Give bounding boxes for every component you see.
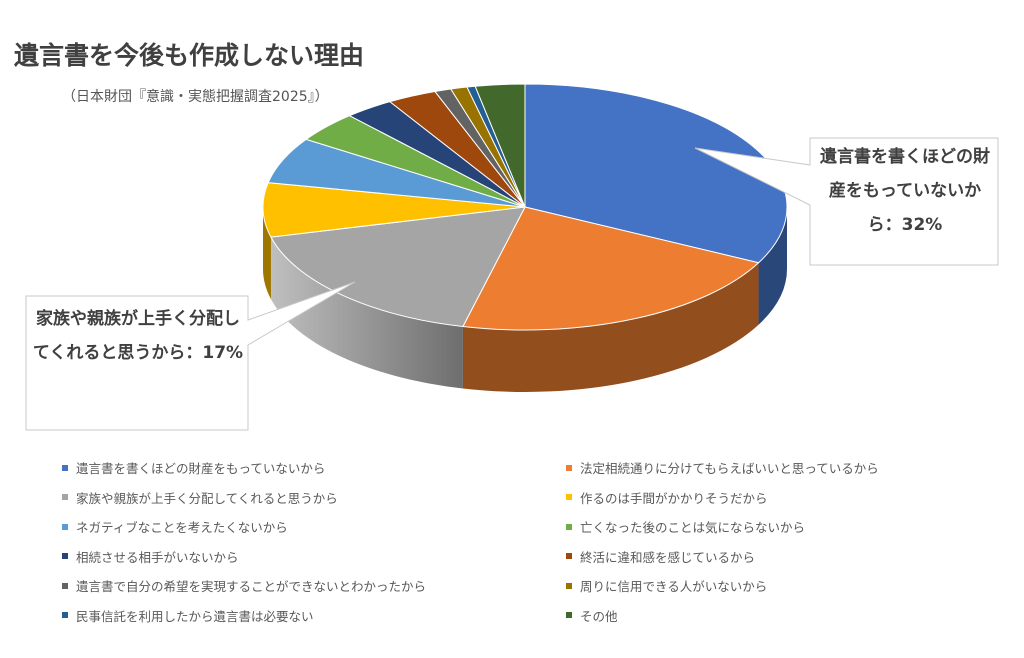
pie-chart [25, 83, 999, 431]
legend-item-10: 周りに信用できる人がいないから [566, 576, 767, 595]
pie-slice-side-3 [270, 237, 463, 389]
pie-slice-2 [462, 206, 760, 331]
legend-swatch-4 [566, 494, 572, 500]
legend-label-1: 遺言書を書くほどの財産をもっていないから [76, 461, 326, 476]
legend-label-3: 家族や親族が上手く分配してくれると思うから [76, 490, 338, 506]
pie-slice-side-2 [462, 262, 759, 392]
legend-label-7: 相続させる相手がいないから [76, 549, 239, 565]
legend-swatch-12 [566, 612, 572, 618]
callout-box-1 [694, 137, 999, 266]
legend-label-9: 遺言書で自分の希望を実現することができないとわかったから [76, 579, 427, 594]
legend-label-12: その他 [580, 608, 618, 624]
legend-item-1: 遺言書を書くほどの財産をもっていないから [62, 458, 325, 477]
legend-item-12: その他 [566, 606, 618, 625]
chart-title: 遺言書を今後も作成しない理由 [14, 41, 365, 70]
pie-slice-12 [474, 83, 526, 208]
legend-item-7: 相続させる相手がいないから [62, 547, 239, 566]
legend-item-9: 遺言書で自分の希望を実現することができないとわかったから [62, 576, 426, 595]
legend-label-8: 終活に違和感を感じているから [580, 549, 756, 565]
legend-swatch-11 [62, 612, 68, 618]
pie-slice-1 [524, 83, 788, 264]
legend-swatch-9 [62, 582, 68, 589]
legend-item-4: 作るのは手間がかかりそうだから [566, 488, 768, 507]
legend-item-2: 法定相続通りに分けてもらえばいいと思っているから [566, 458, 879, 477]
legend-item-8: 終活に違和感を感じているから [566, 547, 755, 566]
legend-item-6: 亡くなった後のことは気にならないから [566, 517, 805, 536]
legend-swatch-3 [62, 494, 68, 500]
pie-slice-3 [270, 206, 526, 328]
legend-swatch-6 [566, 523, 572, 530]
pie-slice-side-4 [263, 207, 271, 300]
legend-label-5: ネガティブなことを考えたくないから [76, 520, 288, 535]
legend-label-10: 周りに信用できる人がいないから [580, 579, 768, 594]
legend-swatch-5 [62, 523, 68, 530]
callout-box-2 [25, 281, 356, 431]
legend-label-4: 作るのは手間がかかりそうだから [580, 490, 768, 506]
legend-swatch-1 [62, 464, 68, 471]
legend-label-11: 民事信託を利用したから遺言書は必要ない [76, 608, 314, 624]
chart-subtitle: （日本財団『意識・実態把握調査2025』） [62, 89, 329, 105]
pie-slice-4 [262, 182, 526, 238]
legend-item-3: 家族や親族が上手く分配してくれると思うから [62, 488, 338, 507]
legend-swatch-7 [62, 553, 68, 559]
legend-swatch-2 [566, 464, 572, 471]
legend-swatch-8 [566, 553, 572, 559]
callout-label-1: 遺言書を書くほどの財産をもっていないから：32% [820, 147, 990, 235]
callout-label-2: 家族や親族が上手く分配してくれると思うから：17% [32, 309, 244, 363]
legend-swatch-10 [566, 582, 572, 589]
legend-item-5: ネガティブなことを考えたくないから [62, 517, 288, 536]
legend-item-11: 民事信託を利用したから遺言書は必要ない [62, 606, 314, 625]
legend-label-2: 法定相続通りに分けてもらえばいいと思っているから [580, 461, 879, 476]
legend-label-6: 亡くなった後のことは気にならないから [580, 520, 806, 535]
